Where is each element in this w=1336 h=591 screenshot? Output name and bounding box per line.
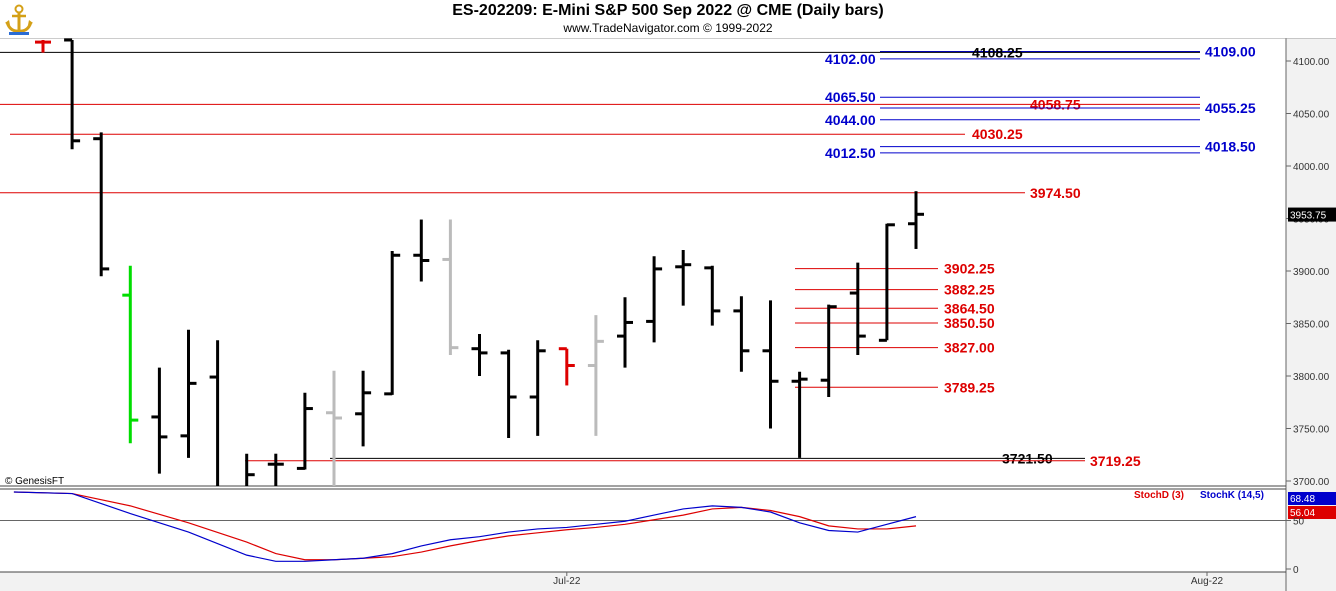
ohlc-bar <box>413 219 430 282</box>
level-label: 4109.00 <box>1205 44 1256 60</box>
ohlc-bar <box>820 304 837 397</box>
price-tick-label: 4050.00 <box>1293 110 1330 121</box>
ohlc-bar <box>733 296 750 372</box>
stochD-value-label: 56.04 <box>1290 508 1315 519</box>
level-label: 3827.00 <box>944 340 995 356</box>
stochD-legend: StochD (3) <box>1134 490 1184 501</box>
price-tick-label: 3800.00 <box>1293 372 1330 383</box>
ohlc-bar <box>704 265 721 326</box>
ohlc-bar <box>35 40 51 53</box>
ohlc-bar <box>209 340 220 486</box>
level-label: 4012.50 <box>825 145 876 161</box>
level-label: 3902.25 <box>944 261 995 277</box>
chart-header: ES-202209: E-Mini S&P 500 Sep 2022 @ CME… <box>0 0 1336 38</box>
ohlc-bar <box>122 265 139 444</box>
price-tick-label: 3900.00 <box>1293 267 1330 278</box>
stochK-line <box>13 491 917 562</box>
ohlc-bar <box>384 251 401 396</box>
stoch-tick-label: 0 <box>1293 565 1299 576</box>
stoch-tick-label: 50 <box>1293 517 1305 528</box>
ohlc-bar <box>355 370 372 447</box>
stochD-line <box>13 491 917 561</box>
ohlc-bar <box>500 349 517 438</box>
ohlc-bar <box>180 329 197 458</box>
chart-subtitle: www.TradeNavigator.com © 1999-2022 <box>563 21 773 35</box>
date-tick-label: Jul-22 <box>553 576 581 587</box>
ohlc-bars <box>35 38 924 486</box>
ohlc-bar <box>908 191 924 249</box>
ohlc-bar <box>151 367 168 474</box>
level-label: 4065.50 <box>825 89 876 105</box>
ohlc-bar <box>529 340 546 436</box>
level-label: 4044.00 <box>825 112 876 128</box>
ohlc-bar <box>267 453 284 486</box>
level-label: 4058.75 <box>1030 96 1081 112</box>
price-tick-label: 3700.00 <box>1293 477 1330 488</box>
ohlc-bar <box>646 256 663 343</box>
watermark-label: © GenesisFT <box>5 476 64 487</box>
ohlc-bar <box>558 347 575 386</box>
price-tick-label: 4000.00 <box>1293 162 1330 173</box>
ohlc-bar <box>471 334 488 376</box>
ohlc-bar <box>791 371 808 458</box>
level-label: 4055.25 <box>1205 100 1256 116</box>
level-label: 3882.25 <box>944 282 995 298</box>
stochK-legend: StochK (14,5) <box>1200 490 1264 501</box>
level-label: 3864.50 <box>944 300 995 316</box>
level-label: 3719.25 <box>1090 453 1141 469</box>
anchor-icon <box>2 2 36 36</box>
ohlc-bar <box>296 392 313 470</box>
stochK-value-label: 68.48 <box>1290 494 1315 505</box>
ohlc-bar <box>675 250 692 306</box>
date-axis-background <box>0 572 1286 591</box>
ohlc-bar <box>587 315 604 436</box>
level-label: 3789.25 <box>944 379 995 395</box>
ohlc-bar <box>617 297 633 368</box>
ohlc-bar <box>245 453 255 486</box>
ohlc-bar <box>849 262 866 355</box>
last-price-label: 3953.75 <box>1290 211 1327 222</box>
price-tick-label: 4100.00 <box>1293 57 1330 68</box>
ohlc-bar <box>878 223 895 342</box>
ohlc-bar <box>64 38 81 150</box>
ohlc-bar <box>762 300 779 429</box>
ohlc-bar <box>442 219 459 355</box>
level-label: 3721.50 <box>1002 450 1053 466</box>
level-label: 4018.50 <box>1205 139 1256 155</box>
level-label: 4108.25 <box>972 44 1023 60</box>
stochD-value-box <box>1288 506 1336 519</box>
level-label: 4030.25 <box>972 126 1023 142</box>
date-tick-label: Aug-22 <box>1191 576 1224 587</box>
ohlc-bar <box>93 132 110 277</box>
price-tick-label: 3750.00 <box>1293 425 1330 436</box>
level-label: 3974.50 <box>1030 185 1081 201</box>
level-label: 3850.50 <box>944 315 995 331</box>
level-label: 4102.00 <box>825 51 876 67</box>
price-tick-label: 3850.00 <box>1293 320 1330 331</box>
ohlc-bar <box>326 370 342 486</box>
last-price-box <box>1288 207 1336 222</box>
stochK-value-box <box>1288 492 1336 505</box>
stoch-lines <box>13 491 917 562</box>
chart-title: ES-202209: E-Mini S&P 500 Sep 2022 @ CME… <box>452 2 884 19</box>
